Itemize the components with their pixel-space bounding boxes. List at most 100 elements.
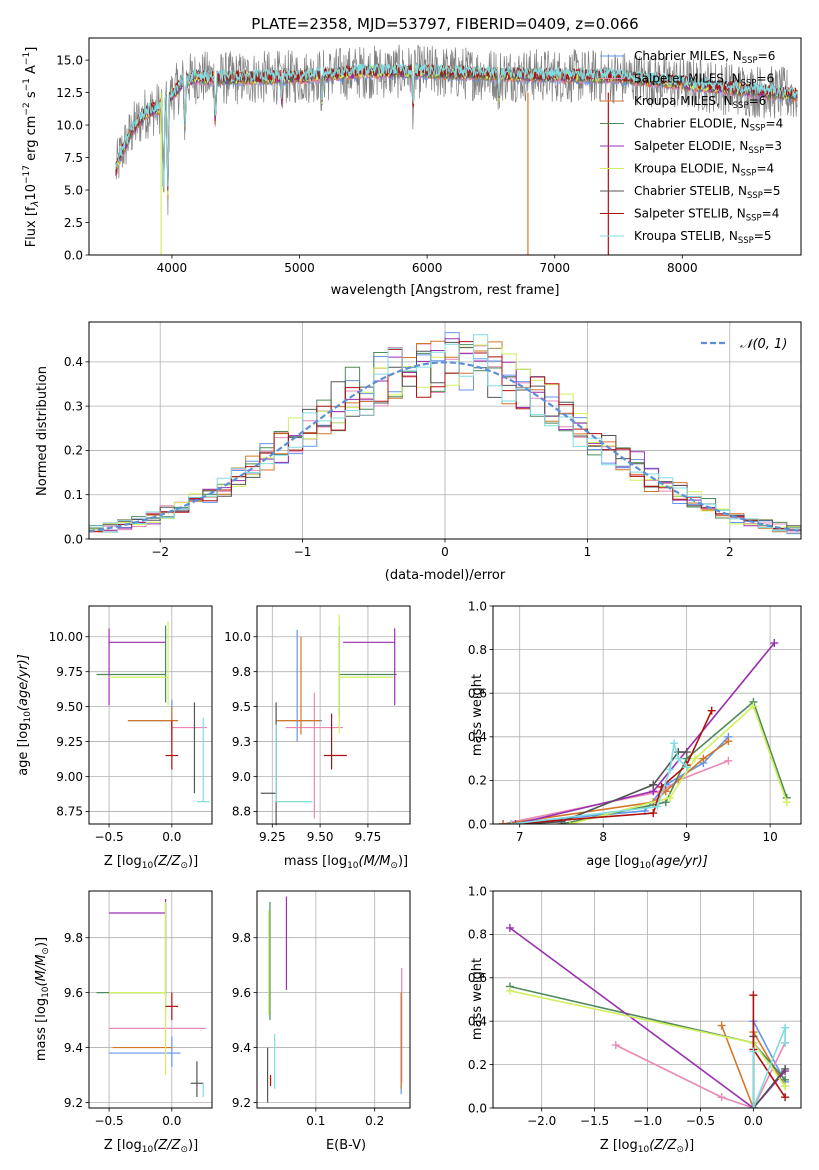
- y-tick-label: 1.0: [468, 599, 487, 613]
- kroupa-stelib-weight-marker: [781, 1038, 790, 1047]
- mass-vs-z-panel: −0.5 0.0 9.2 9.4 9.6 9.8 Z [log10(Z/Z⊙)] mass…: [34, 890, 213, 1155]
- x-tick-label: −0.5: [95, 1114, 124, 1128]
- salpeter-stelib-weight-marker: [781, 1093, 790, 1102]
- age-vs-z-panel: −0.5 0.0 8.75 9.00 9.25 9.50 9.75 10.00 Z [log1…: [16, 605, 213, 871]
- y-tick-label: 0.0: [64, 532, 83, 546]
- kroupa-miles-weight-marker: [724, 737, 733, 746]
- y-tick-label: 9.6: [64, 986, 83, 1000]
- kroupa-stelib-model-line: [115, 62, 798, 189]
- kroupa-stelib-weight-marker: [749, 1047, 758, 1056]
- y-tick-label: 0.8: [468, 643, 487, 657]
- kroupa-stelib-weight-marker: [682, 763, 691, 772]
- x-tick-label: 7000: [539, 261, 570, 275]
- kroupa-elodie-weight-marker: [565, 820, 574, 824]
- spectrum-frame: [88, 37, 802, 256]
- age-vs-mass-xlabel: mass [log10(M/M⊙)]: [284, 854, 408, 871]
- x-tick-label: 4000: [157, 261, 188, 275]
- salpeter-elodie-weight-marker: [511, 820, 520, 824]
- salpeter-elodie-weight-line: [509, 927, 786, 1108]
- spectrum-ylabel: Flux [fλ10−17 erg cm−2 s−1 A−1]: [22, 47, 41, 248]
- legend-label-salpeter-miles: Salpeter MILES, NSSP=6: [634, 72, 774, 89]
- y-tick-label: 0.4: [64, 355, 83, 369]
- x-tick-label: 0.2: [365, 1114, 384, 1128]
- weight-vs-age-xlabel: age [log10(age/yr)]: [586, 854, 708, 871]
- chabrier-stelib-weight-marker: [781, 1064, 790, 1073]
- salpeter-miles-weight-line: [615, 1042, 786, 1108]
- salpeter-elodie-weight-line: [515, 642, 775, 824]
- y-tick-label: 9.6: [232, 986, 251, 1000]
- y-tick-label: 9.0: [232, 770, 251, 784]
- residuals-xlabel: (data-model)/error: [385, 568, 506, 583]
- kroupa-stelib-weight-line: [511, 743, 688, 824]
- salpeter-miles-weight-line: [502, 760, 729, 824]
- age-vs-mass-panel: 9.25 9.50 9.75 8.8 9.0 9.3 9.5 9.8 10.0 mass [lo…: [224, 605, 411, 871]
- y-tick-label: 9.25: [56, 735, 83, 749]
- chabrier-stelib-weight-marker: [557, 817, 566, 824]
- legend-label-kroupa-stelib: Kroupa STELIB, NSSP=5: [634, 229, 772, 246]
- legend-label-chabrier-stelib: Chabrier STELIB, NSSP=5: [634, 184, 781, 201]
- chabrier-stelib-weight-marker: [682, 748, 691, 757]
- x-tick-label: 2: [726, 545, 734, 559]
- x-tick-label: 0.0: [744, 1114, 763, 1128]
- y-tick-label: 8.75: [56, 805, 83, 819]
- y-tick-label: 9.2: [64, 1096, 83, 1110]
- salpeter-miles-weight-marker: [724, 756, 733, 765]
- y-tick-label: 2.5: [64, 216, 83, 230]
- salpeter-miles-weight-marker: [717, 1093, 726, 1102]
- y-tick-label: 9.2: [232, 1096, 251, 1110]
- y-tick-label: 9.8: [232, 665, 251, 679]
- spectrum-xlabel: wavelength [Angstrom, rest frame]: [331, 283, 560, 298]
- salpeter-stelib-weight-line: [752, 995, 786, 1098]
- y-tick-label: 9.50: [56, 700, 83, 714]
- chabrier-stelib-weight-marker: [649, 780, 658, 789]
- x-tick-label: 8: [599, 830, 607, 844]
- x-tick-label: 0.0: [162, 830, 181, 844]
- salpeter-elodie-weight-marker: [770, 639, 779, 648]
- age-vs-z-ylabel: age [log10(age/yr)]: [16, 654, 33, 776]
- kroupa-stelib-weight-marker: [653, 802, 662, 811]
- y-tick-label: 9.8: [64, 931, 83, 945]
- mass-vs-ebv-xlabel: E(B-V): [326, 1138, 366, 1153]
- mass-vs-z-xlabel: Z [log10(Z/Z⊙)]: [104, 1138, 198, 1155]
- kroupa-miles-weight-marker: [717, 1021, 726, 1030]
- x-tick-label: 0.1: [306, 1114, 325, 1128]
- weight-vs-z-xlabel: Z [log10(Z/Z⊙)]: [600, 1138, 694, 1155]
- y-tick-label: 9.4: [64, 1041, 83, 1055]
- kroupa-elodie-weight-marker: [782, 798, 791, 807]
- x-tick-label: −0.5: [95, 830, 124, 844]
- weight-vs-age-panel: 7 8 9 10 0.0 0.2 0.4 0.6 0.8 1.0 age [log10(age/y…: [468, 599, 802, 871]
- gauss-curve: [89, 361, 801, 533]
- x-tick-label: 1: [584, 545, 592, 559]
- y-tick-label: 0.4: [468, 730, 487, 744]
- mass-vs-z-frame: [88, 890, 213, 1109]
- kroupa-elodie-weight-marker: [781, 1082, 790, 1091]
- kroupa-stelib-weight-marker: [781, 1023, 790, 1032]
- y-tick-label: 5.0: [64, 183, 83, 197]
- y-tick-label: 0.4: [468, 1015, 487, 1029]
- x-tick-label: −1: [294, 545, 312, 559]
- weight-vs-z-frame: [492, 890, 802, 1109]
- kroupa-elodie-weight-marker: [505, 986, 514, 995]
- x-tick-label: 10: [762, 830, 777, 844]
- y-tick-label: 9.00: [56, 770, 83, 784]
- y-tick-label: 0.1: [64, 488, 83, 502]
- salpeter-stelib-weight-marker: [707, 706, 716, 715]
- x-tick-label: −0.5: [686, 1114, 715, 1128]
- x-tick-label: 6000: [412, 261, 443, 275]
- x-tick-label: 9.75: [355, 830, 382, 844]
- kroupa-elodie-weight-marker: [690, 754, 699, 763]
- spectrum-panel: PLATE=2358, MJD=53797, FIBERID=0409, z=0…: [22, 15, 802, 298]
- x-tick-label: 0: [441, 545, 449, 559]
- legend-label-chabrier-elodie: Chabrier ELODIE, NSSP=4: [634, 117, 783, 134]
- weight-vs-age-ylabel: mass weight: [470, 674, 485, 756]
- y-tick-label: 0.2: [468, 774, 487, 788]
- x-tick-label: 8000: [667, 261, 698, 275]
- age-vs-z-frame: [88, 605, 213, 825]
- y-tick-label: 7.5: [64, 151, 83, 165]
- y-tick-label: 0.2: [468, 1058, 487, 1072]
- age-vs-z-xlabel: Z [log10(Z/Z⊙)]: [104, 854, 198, 871]
- y-tick-label: 9.3: [232, 735, 251, 749]
- salpeter-stelib-weight-marker: [749, 991, 758, 1000]
- legend-label-kroupa-miles: Kroupa MILES, NSSP=6: [634, 94, 766, 111]
